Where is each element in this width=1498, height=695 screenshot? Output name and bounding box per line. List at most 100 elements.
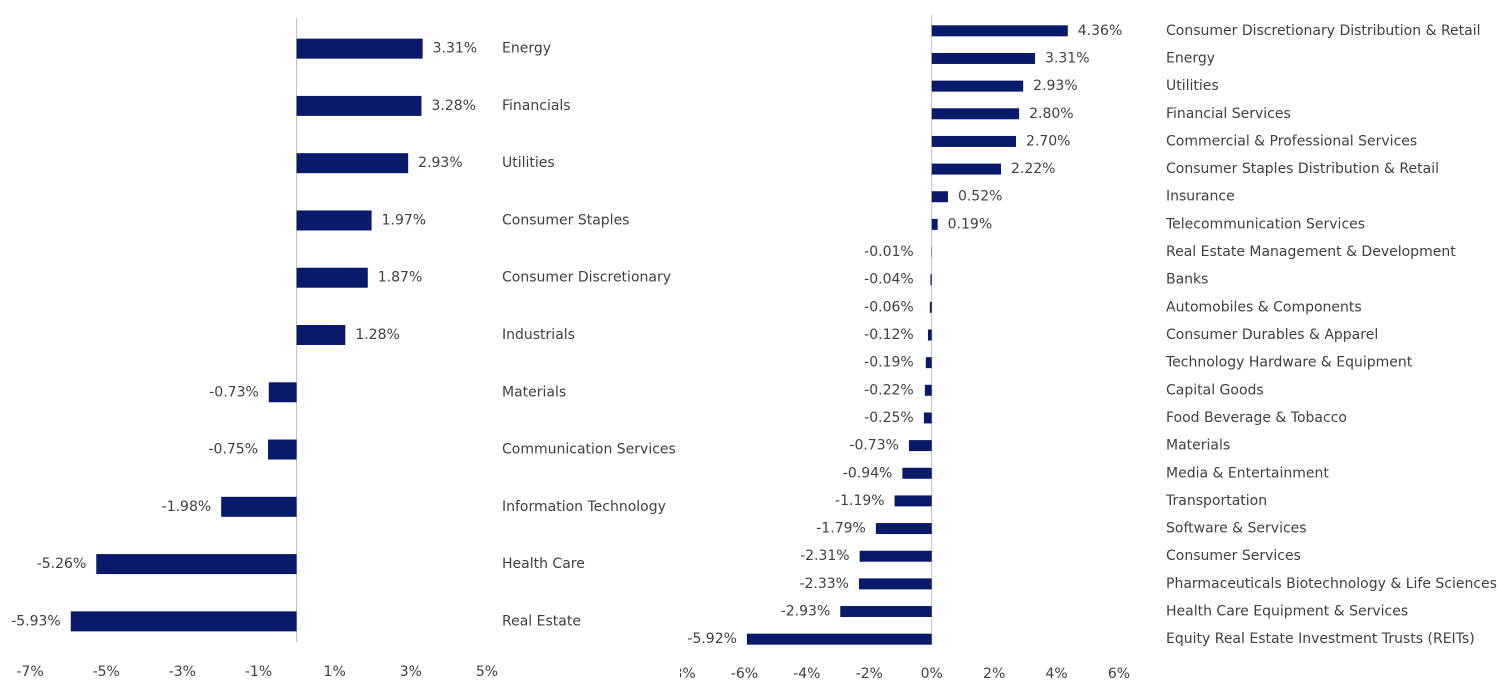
category-label: Utilities xyxy=(502,155,555,171)
bar xyxy=(296,325,346,345)
x-tick-label: -4% xyxy=(793,666,820,682)
value-label: -0.04% xyxy=(864,272,914,288)
x-tick-label: 4% xyxy=(1045,666,1067,682)
bar xyxy=(859,550,932,562)
value-label: -5.26% xyxy=(37,556,87,572)
category-label: Energy xyxy=(1166,50,1215,66)
value-label: 2.93% xyxy=(418,155,462,171)
value-label: -0.25% xyxy=(864,410,914,426)
category-label: Telecommunication Services xyxy=(1165,216,1365,232)
bar xyxy=(931,218,938,230)
value-label: 2.22% xyxy=(1011,161,1055,177)
bar xyxy=(296,210,372,231)
bar xyxy=(929,301,932,313)
bar xyxy=(924,384,932,396)
category-label: Financial Services xyxy=(1166,106,1291,122)
x-tick-label: -1% xyxy=(245,664,272,680)
value-label: -1.19% xyxy=(835,493,885,509)
bar xyxy=(931,135,1016,147)
bar xyxy=(268,439,297,460)
value-label: 1.28% xyxy=(355,327,399,343)
value-label: -0.12% xyxy=(864,327,914,343)
value-label: -0.73% xyxy=(849,438,899,454)
bar xyxy=(746,633,932,645)
value-label: -0.94% xyxy=(843,465,893,481)
x-tick-label: 0% xyxy=(921,666,943,682)
value-label: 3.31% xyxy=(433,41,477,57)
category-label: Industrials xyxy=(502,327,575,343)
category-label: Automobiles & Components xyxy=(1166,299,1362,315)
bar xyxy=(931,52,1036,64)
bar xyxy=(875,523,932,535)
category-label: Real Estate Management & Development xyxy=(1166,244,1456,260)
value-label: -1.79% xyxy=(816,521,866,537)
category-label: Commercial & Professional Services xyxy=(1166,133,1417,149)
bar xyxy=(268,382,297,403)
bar xyxy=(221,496,297,517)
x-tick-label: -3% xyxy=(169,664,196,680)
category-label: Software & Services xyxy=(1166,521,1307,537)
category-label: Capital Goods xyxy=(1166,382,1264,398)
category-label: Consumer Staples xyxy=(502,212,629,228)
bar xyxy=(931,191,948,203)
bar-chart: -7% -5% -3% -1% 1% 3% 5% 3.31% Energy 3.28% Financ… xyxy=(11,18,676,680)
value-label: 2.93% xyxy=(1033,78,1077,94)
value-label: -0.73% xyxy=(209,384,259,400)
category-label: Utilities xyxy=(1166,78,1219,94)
x-tick-label: 2% xyxy=(983,666,1005,682)
category-label: Health Care Equipment & Services xyxy=(1166,604,1408,620)
value-label: -2.33% xyxy=(799,576,849,592)
category-label: Communication Services xyxy=(502,442,676,458)
bar xyxy=(931,108,1020,120)
bar xyxy=(70,611,297,632)
bar xyxy=(930,274,932,286)
value-label: -2.93% xyxy=(781,604,831,620)
bar xyxy=(931,25,1068,37)
x-tick-label: 5% xyxy=(476,664,498,680)
category-label: Food Beverage & Tobacco xyxy=(1166,410,1347,426)
value-label: 3.31% xyxy=(1045,50,1089,66)
bar-chart: -8% -6% -4% -2% 0% 2% 4% 6% 4.36% Consumer Discre… xyxy=(680,15,1497,682)
category-label: Transportation xyxy=(1165,493,1267,509)
bar xyxy=(296,153,409,174)
x-tick-label: -2% xyxy=(856,666,883,682)
bar xyxy=(894,495,932,507)
value-label: -2.31% xyxy=(800,548,850,564)
value-label: 1.87% xyxy=(378,270,422,286)
value-label: -0.22% xyxy=(864,382,914,398)
value-label: -0.75% xyxy=(208,442,258,458)
category-label: Insurance xyxy=(1166,189,1235,205)
category-label: Pharmaceuticals Biotechnology & Life Sci… xyxy=(1166,576,1497,592)
category-label: Consumer Durables & Apparel xyxy=(1166,327,1378,343)
x-tick-label: -7% xyxy=(16,664,43,680)
bar xyxy=(923,412,932,424)
x-tick-label: 1% xyxy=(324,664,346,680)
x-tick-label: -6% xyxy=(731,666,758,682)
category-label: Technology Hardware & Equipment xyxy=(1165,355,1413,371)
bar xyxy=(296,95,422,116)
x-tick-label: 6% xyxy=(1108,666,1130,682)
category-label: Equity Real Estate Investment Trusts (RE… xyxy=(1166,631,1475,647)
category-label: Materials xyxy=(1166,438,1230,454)
category-label: Consumer Discretionary xyxy=(502,270,671,286)
bar xyxy=(931,163,1002,175)
value-label: -5.93% xyxy=(11,613,61,629)
value-label: 2.80% xyxy=(1029,106,1073,122)
bar xyxy=(296,38,423,59)
category-label: Consumer Staples Distribution & Retail xyxy=(1166,161,1439,177)
category-label: Energy xyxy=(502,41,551,57)
bar xyxy=(927,329,932,341)
category-label: Materials xyxy=(502,384,566,400)
category-label: Information Technology xyxy=(502,499,666,515)
category-label: Real Estate xyxy=(502,613,581,629)
category-label: Financials xyxy=(502,98,571,114)
bar xyxy=(902,467,932,479)
category-label: Consumer Discretionary Distribution & Re… xyxy=(1166,23,1481,39)
value-label: 0.52% xyxy=(958,189,1002,205)
category-label: Media & Entertainment xyxy=(1166,465,1329,481)
category-label: Banks xyxy=(1166,272,1208,288)
value-label: 0.19% xyxy=(948,216,992,232)
value-label: -0.06% xyxy=(864,299,914,315)
value-label: -0.01% xyxy=(864,244,914,260)
value-label: -0.19% xyxy=(864,355,914,371)
